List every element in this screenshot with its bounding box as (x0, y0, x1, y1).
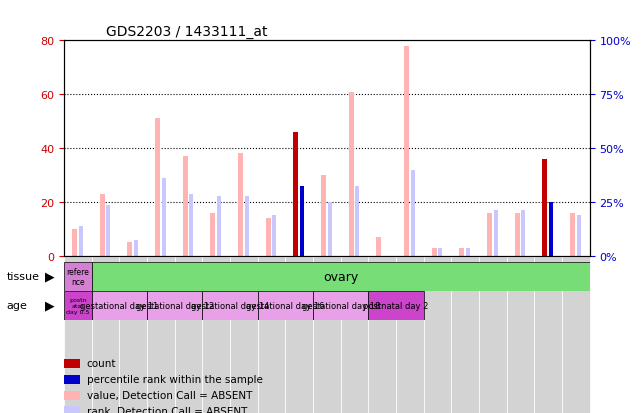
Text: postnatal day 2: postnatal day 2 (363, 301, 429, 310)
Bar (349, 92, 354, 256)
FancyBboxPatch shape (258, 256, 285, 413)
Bar (521, 210, 525, 256)
Text: value, Detection Call = ABSENT: value, Detection Call = ABSENT (87, 390, 252, 400)
Bar (294, 133, 299, 256)
Bar (128, 242, 133, 256)
Bar (155, 119, 160, 256)
Bar (432, 248, 437, 256)
Text: gestational day 16: gestational day 16 (246, 301, 324, 310)
Text: postn
atal
day 0.5: postn atal day 0.5 (66, 297, 90, 314)
Text: percentile rank within the sample: percentile rank within the sample (87, 374, 262, 384)
Bar (328, 202, 331, 256)
Text: count: count (87, 358, 116, 368)
FancyBboxPatch shape (341, 256, 369, 413)
Text: gestational day 14: gestational day 14 (191, 301, 269, 310)
FancyBboxPatch shape (147, 256, 175, 413)
FancyBboxPatch shape (396, 256, 424, 413)
FancyBboxPatch shape (258, 291, 313, 320)
FancyBboxPatch shape (64, 256, 92, 413)
Bar (549, 202, 553, 256)
Bar (106, 205, 110, 256)
Bar (411, 170, 415, 256)
Bar (577, 216, 581, 256)
FancyBboxPatch shape (230, 256, 258, 413)
Bar (466, 248, 470, 256)
Bar (355, 186, 359, 256)
Bar (376, 237, 381, 256)
Bar (487, 213, 492, 256)
Bar (183, 157, 188, 256)
Bar (79, 226, 83, 256)
Text: rank, Detection Call = ABSENT: rank, Detection Call = ABSENT (87, 406, 247, 413)
Bar (190, 194, 194, 256)
Text: refere
nce: refere nce (67, 267, 89, 286)
Bar (245, 197, 249, 256)
Bar (294, 186, 299, 256)
Bar (134, 240, 138, 256)
Bar (494, 210, 497, 256)
FancyBboxPatch shape (203, 291, 258, 320)
Bar (100, 194, 104, 256)
Bar (570, 213, 575, 256)
FancyBboxPatch shape (424, 256, 451, 413)
Bar (272, 216, 276, 256)
Text: ▶: ▶ (45, 270, 54, 283)
FancyBboxPatch shape (92, 291, 147, 320)
Text: GDS2203 / 1433111_at: GDS2203 / 1433111_at (106, 25, 268, 39)
Text: gestational day 12: gestational day 12 (136, 301, 214, 310)
Text: gestational day 11: gestational day 11 (80, 301, 158, 310)
Bar (460, 248, 464, 256)
Bar (238, 154, 243, 256)
Text: gestational day 18: gestational day 18 (301, 301, 380, 310)
FancyBboxPatch shape (64, 262, 92, 291)
FancyBboxPatch shape (285, 256, 313, 413)
Text: ▶: ▶ (45, 299, 54, 312)
FancyBboxPatch shape (147, 291, 203, 320)
FancyBboxPatch shape (369, 256, 396, 413)
FancyBboxPatch shape (92, 262, 590, 291)
FancyBboxPatch shape (535, 256, 562, 413)
Text: tissue: tissue (6, 272, 39, 282)
Text: age: age (6, 301, 28, 311)
Bar (438, 248, 442, 256)
Bar (217, 197, 221, 256)
FancyBboxPatch shape (64, 291, 92, 320)
FancyBboxPatch shape (313, 256, 341, 413)
FancyBboxPatch shape (479, 256, 507, 413)
Text: ovary: ovary (323, 270, 358, 283)
Bar (266, 218, 271, 256)
FancyBboxPatch shape (369, 291, 424, 320)
Bar (162, 178, 165, 256)
Bar (72, 229, 77, 256)
FancyBboxPatch shape (119, 256, 147, 413)
FancyBboxPatch shape (562, 256, 590, 413)
FancyBboxPatch shape (313, 291, 369, 320)
Bar (542, 159, 547, 256)
FancyBboxPatch shape (92, 256, 119, 413)
Bar (515, 213, 520, 256)
Bar (321, 176, 326, 256)
Bar (404, 47, 409, 256)
FancyBboxPatch shape (451, 256, 479, 413)
FancyBboxPatch shape (203, 256, 230, 413)
Bar (300, 186, 304, 256)
Bar (210, 213, 215, 256)
FancyBboxPatch shape (175, 256, 203, 413)
FancyBboxPatch shape (507, 256, 535, 413)
